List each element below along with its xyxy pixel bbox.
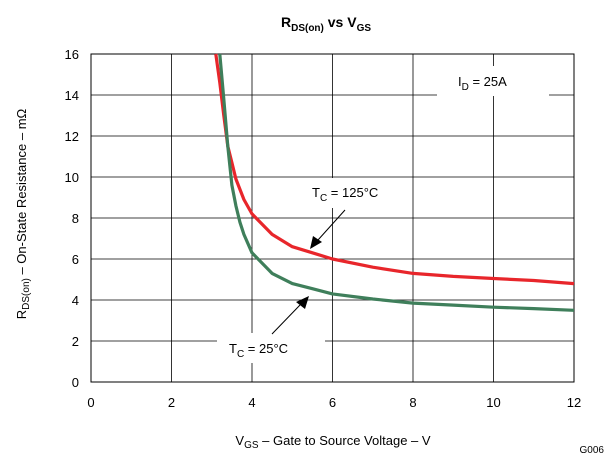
y-tick-label: 10 [65,170,79,185]
x-tick-label: 4 [248,395,255,410]
x-axis-label: VGS – Gate to Source Voltage – V [235,433,430,451]
y-axis-label: RDS(on) – On-State Resistance – mΩ [14,108,32,319]
annot-25c: TC = 25°C [229,341,288,360]
arrow-125c-line [317,209,346,241]
x-tick-label: 8 [409,395,416,410]
id-annotation-bg [437,66,549,96]
x-tick-label: 12 [567,395,581,410]
annot-25c-bg [217,333,325,363]
plot-frame [90,53,575,383]
annot-125c: TC = 125°C [312,185,378,204]
arrow-25c-line [271,304,301,335]
chart-title: RDS(on) vs VGS [281,14,371,34]
y-tick-label: 14 [65,88,79,103]
y-tick-label: 8 [72,211,79,226]
x-tick-label: 6 [329,395,336,410]
x-tick-label: 10 [486,395,500,410]
figure-code: G006 [580,445,605,456]
arrow-125c-head [310,236,322,249]
id-annotation: ID = 25A [458,74,507,93]
y-tick-label: 6 [72,252,79,267]
plot-area: 0 2 4 6 8 10 12 0 2 4 6 8 10 12 14 16 ID = 25A TC = 125°C… [65,47,582,410]
y-tick-label: 16 [65,47,79,62]
arrow-25c-head [296,296,309,309]
y-tick-label: 2 [72,334,79,349]
x-tick-label: 2 [168,395,175,410]
annot-125c-bg [304,178,404,208]
series-line-25c [218,53,575,312]
y-tick-label: 0 [72,375,79,390]
x-tick-label: 0 [87,395,94,410]
y-tick-label: 4 [72,293,79,308]
y-tick-label: 12 [65,129,79,144]
